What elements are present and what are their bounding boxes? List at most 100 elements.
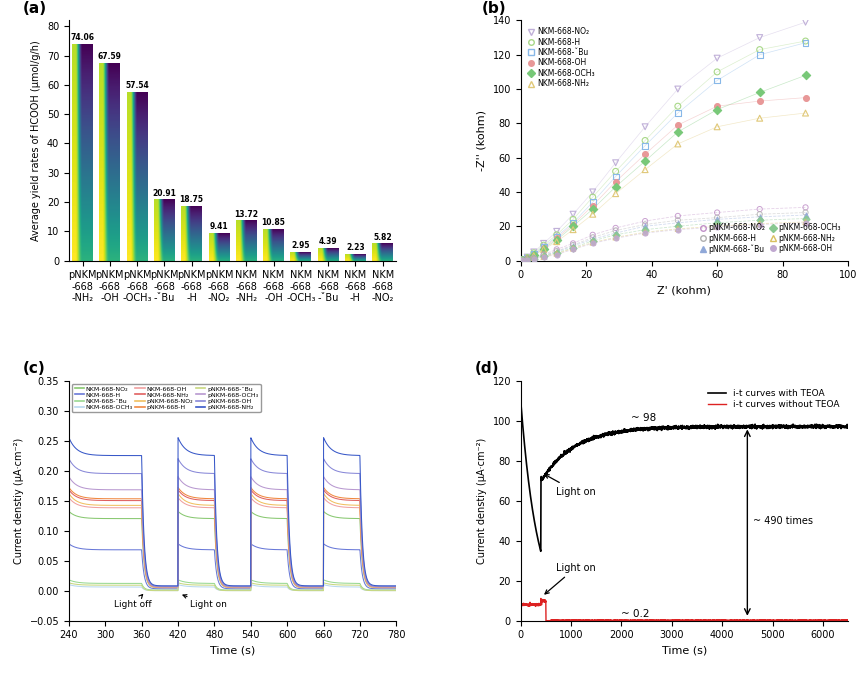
Point — [550, 236, 564, 247]
Point — [550, 246, 564, 256]
Point — [516, 254, 530, 265]
Point — [710, 121, 724, 132]
Text: 10.85: 10.85 — [262, 218, 286, 227]
pNKM-668-H — [203, 494, 214, 503]
Point — [638, 164, 652, 175]
Point — [671, 221, 684, 232]
NKM-668-H — [121, 546, 131, 554]
pNKM-668-NO₂ — [121, 501, 131, 509]
Point — [520, 254, 534, 265]
Point — [638, 227, 652, 238]
NKM-668-OCH₃ — [64, 580, 74, 589]
i-t curves with TEOA — [641, 424, 652, 432]
Point — [520, 254, 534, 265]
Point — [536, 252, 550, 263]
Point — [638, 216, 652, 226]
Point — [527, 253, 541, 264]
i-t curves without TEOA — [516, 601, 526, 609]
Point — [520, 253, 534, 264]
Line: pNKM-668-NH₂: pNKM-668-NH₂ — [69, 438, 396, 586]
Point — [710, 207, 724, 218]
Point — [516, 255, 530, 266]
Point — [527, 250, 541, 261]
Point — [638, 155, 652, 166]
NKM-668-OH — [121, 504, 131, 512]
Point — [536, 251, 550, 262]
NKM-668-NO₂ — [350, 514, 360, 522]
Text: Light on: Light on — [183, 595, 227, 610]
Legend: i-t curves with TEOA, i-t curves without TEOA: i-t curves with TEOA, i-t curves without… — [704, 385, 844, 413]
Text: 57.54: 57.54 — [125, 81, 149, 90]
NKM-668-H — [350, 546, 360, 554]
Point — [710, 214, 724, 225]
pNKM-668-ˇBu — [121, 581, 131, 589]
Point — [638, 149, 652, 160]
Point — [799, 38, 813, 48]
NKM-668-NO₂ — [189, 514, 200, 522]
Point — [609, 181, 623, 192]
Point — [609, 176, 623, 187]
Y-axis label: Average yield rates of HCOOH (μmol/g/h): Average yield rates of HCOOH (μmol/g/h) — [31, 40, 41, 241]
Point — [671, 119, 684, 130]
NKM-668-H — [64, 539, 74, 548]
Text: (a): (a) — [23, 1, 47, 16]
NKM-668-NO₂ — [64, 507, 74, 516]
Point — [516, 255, 530, 266]
Point — [550, 244, 564, 255]
Point — [585, 232, 599, 243]
Point — [516, 254, 530, 265]
Text: (d): (d) — [475, 361, 499, 376]
pNKM-668-OH — [391, 582, 401, 591]
Point — [710, 222, 724, 233]
Line: pNKM-668-ˇBu: pNKM-668-ˇBu — [69, 583, 396, 591]
Point — [527, 248, 541, 259]
Point — [753, 95, 766, 106]
Point — [567, 243, 580, 254]
Text: Light on: Light on — [545, 475, 596, 496]
Point — [710, 212, 724, 223]
Point — [799, 202, 813, 213]
Point — [527, 248, 541, 258]
NKM-668-NH₂ — [391, 583, 401, 591]
Point — [527, 246, 541, 257]
Point — [550, 235, 564, 246]
i-t curves with TEOA — [802, 421, 812, 430]
Point — [520, 254, 534, 265]
NKM-668-ˇBu — [121, 579, 131, 587]
Point — [520, 252, 534, 263]
pNKM-668-NO₂ — [64, 489, 74, 497]
Point — [567, 214, 580, 225]
Point — [799, 35, 813, 46]
pNKM-668-H — [391, 583, 401, 591]
Point — [671, 126, 684, 137]
Y-axis label: -Z'' (kohm): -Z'' (kohm) — [477, 110, 487, 171]
NKM-668-OCH₃ — [189, 582, 200, 591]
pNKM-668-H — [121, 494, 131, 503]
Text: 18.75: 18.75 — [180, 195, 204, 204]
pNKM-668-NH₂ — [121, 451, 131, 460]
Point — [753, 87, 766, 98]
Text: Light on: Light on — [545, 563, 596, 594]
pNKM-668-NO₂ — [203, 501, 214, 509]
Point — [609, 171, 623, 182]
Point — [585, 238, 599, 249]
Line: NKM-668-OH: NKM-668-OH — [69, 498, 396, 588]
pNKM-668-OH — [350, 469, 360, 477]
Point — [567, 221, 580, 232]
Text: Light off: Light off — [115, 595, 152, 610]
pNKM-668-ˇBu — [189, 581, 200, 589]
Line: NKM-668-NO₂: NKM-668-NO₂ — [69, 512, 396, 588]
NKM-668-ˇBu — [203, 579, 214, 587]
pNKM-668-OCH₃ — [385, 583, 395, 591]
NKM-668-NO₂ — [121, 514, 131, 522]
pNKM-668-OCH₃ — [121, 486, 131, 494]
NKM-668-NH₂ — [203, 496, 214, 505]
pNKM-668-NO₂ — [391, 584, 401, 592]
pNKM-668-H — [189, 493, 200, 501]
NKM-668-NH₂ — [101, 496, 111, 505]
pNKM-668-OH — [203, 469, 214, 477]
Point — [536, 244, 550, 255]
NKM-668-NO₂ — [203, 514, 214, 522]
Point — [799, 213, 813, 224]
pNKM-668-OH — [189, 468, 200, 476]
